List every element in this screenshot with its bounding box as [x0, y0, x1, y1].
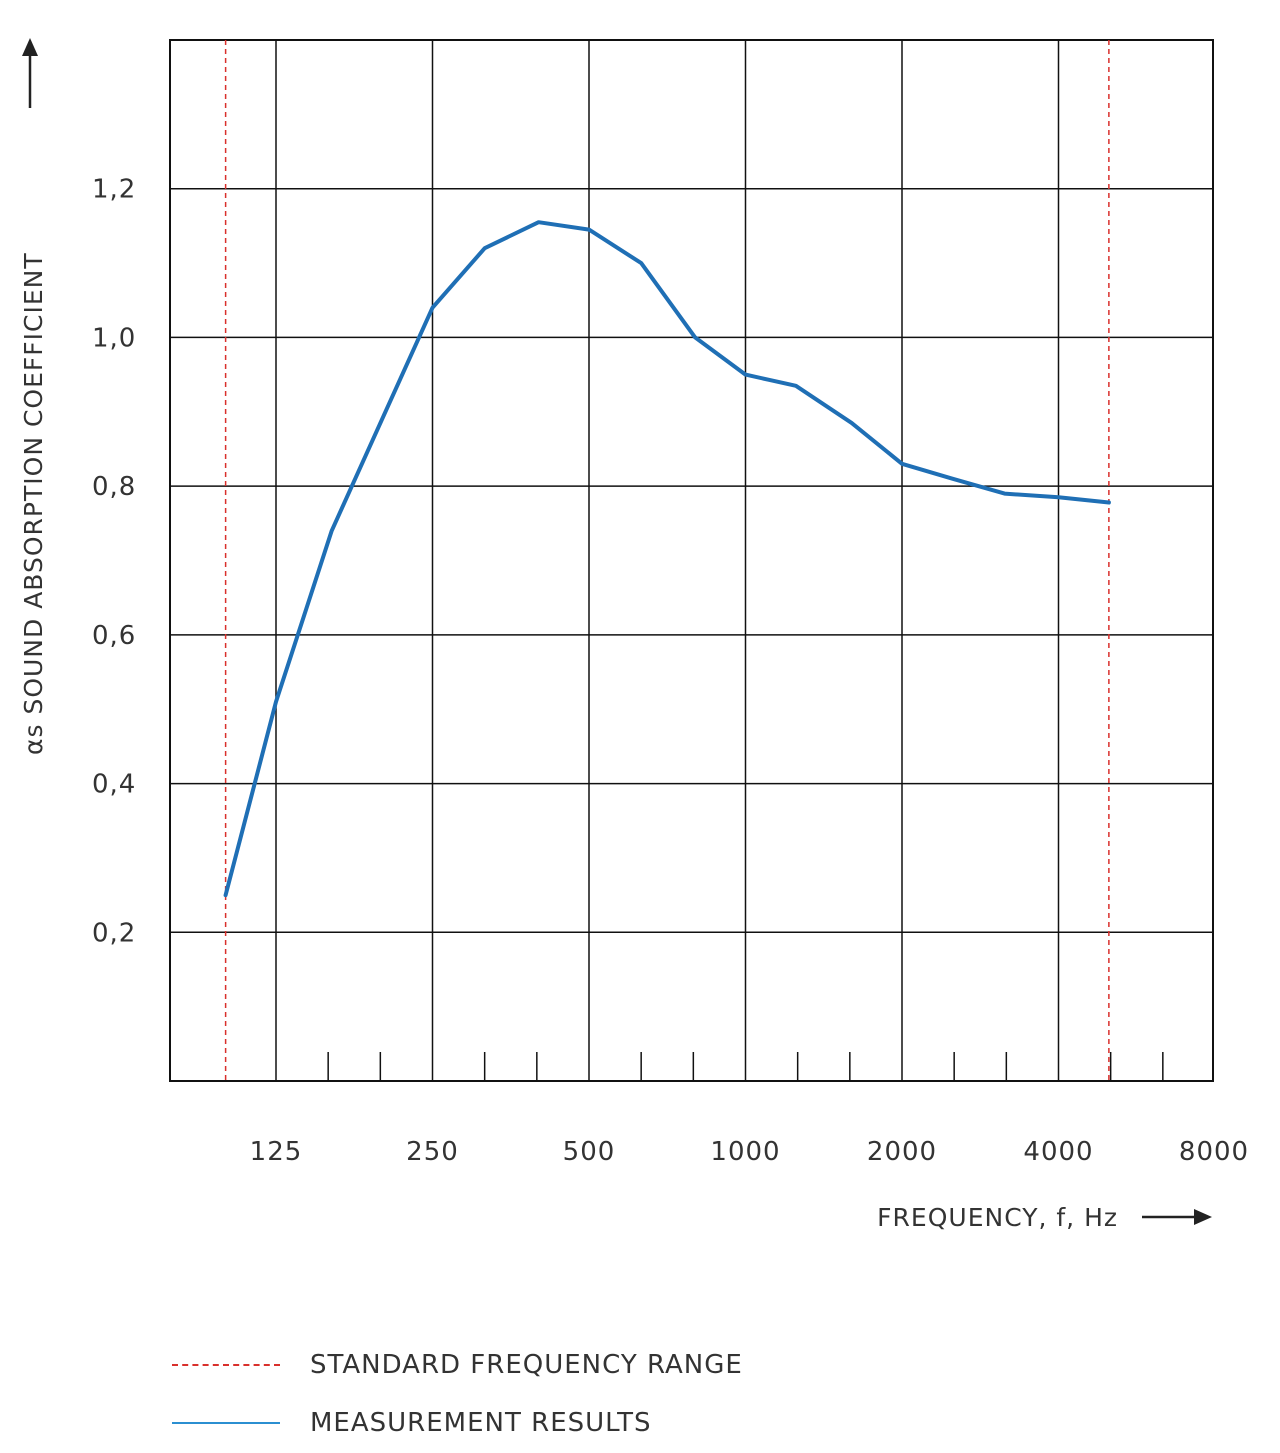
y-tick-labels: 0,2 0,4 0,6 0,8 1,0 1,2: [92, 175, 136, 949]
y-axis-arrow-icon: [22, 38, 38, 108]
legend-measurement-results-label: MEASUREMENT RESULTS: [310, 1408, 652, 1438]
x-tick-label: 2000: [867, 1137, 937, 1167]
legend-standard-range-label: STANDARD FREQUENCY RANGE: [310, 1350, 743, 1380]
x-tick-label: 250: [406, 1137, 459, 1167]
legend-standard-range: STANDARD FREQUENCY RANGE: [172, 1345, 872, 1385]
y-tick-label: 0,4: [92, 770, 136, 800]
legend-measurement-results: MEASUREMENT RESULTS: [172, 1403, 872, 1443]
solid-line-swatch-icon: [172, 1422, 280, 1424]
x-tick-label: 1000: [710, 1137, 780, 1167]
measurement-series-line: [223, 220, 1111, 898]
x-tick-label: 125: [250, 1137, 303, 1167]
y-tick-label: 1,0: [92, 323, 136, 353]
y-axis-label: αs SOUND ABSORPTION COEFFICIENT: [19, 252, 48, 755]
y-tick-label: 0,2: [92, 918, 136, 948]
x-tick-labels: 125 250 500 1000 2000 4000 8000: [250, 1137, 1249, 1167]
x-axis-label: FREQUENCY, f, Hz: [877, 1203, 1118, 1232]
x-axis-arrow-icon: [1142, 1209, 1212, 1225]
grid-layer: [169, 39, 1214, 1082]
absorption-chart: 0,2 0,4 0,6 0,8 1,0 1,2 125 250 500 1000 2000 4000…: [19, 38, 1249, 1232]
y-tick-label: 0,8: [92, 472, 136, 502]
y-tick-label: 0,6: [92, 621, 136, 651]
x-tick-label: 8000: [1179, 1137, 1249, 1167]
dashed-line-swatch-icon: [172, 1364, 280, 1366]
plot-frame: [169, 39, 1214, 1082]
standard-range-layer: [224, 40, 1110, 1081]
y-tick-label: 1,2: [92, 175, 136, 205]
x-tick-label: 4000: [1023, 1137, 1093, 1167]
x-tick-label: 500: [563, 1137, 616, 1167]
series-layer: [223, 220, 1111, 898]
